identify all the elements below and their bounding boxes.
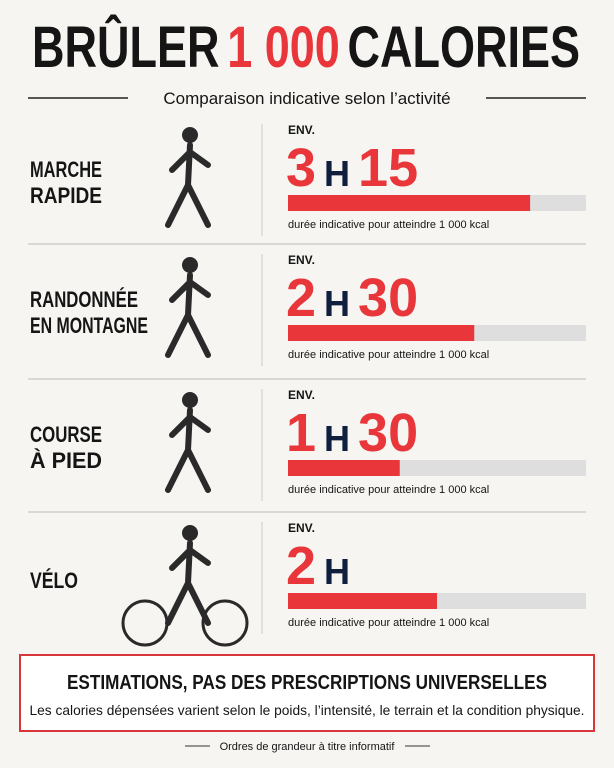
head xyxy=(182,127,198,143)
title: BRÛLER1 000CALORIES xyxy=(32,15,580,80)
hour-unit: H xyxy=(324,283,350,324)
warning-title: ESTIMATIONS, PAS DES PRESCRIPTIONS UNIVE… xyxy=(67,672,547,694)
illustration xyxy=(165,257,211,358)
body xyxy=(165,407,211,493)
title-part: 1 000 xyxy=(227,15,340,80)
hour-unit: H xyxy=(324,551,350,592)
activity-name: COURSE xyxy=(30,422,102,447)
minutes: 30 xyxy=(358,403,418,463)
prefix: ENV. xyxy=(288,253,315,267)
head xyxy=(182,257,198,273)
activity-name: VÉLO xyxy=(30,568,78,593)
wheel xyxy=(121,599,169,647)
illustration xyxy=(165,392,211,493)
illustration xyxy=(121,525,249,647)
minutes: 15 xyxy=(358,138,418,198)
head xyxy=(182,392,198,408)
bar xyxy=(288,195,531,211)
activity-name: À PIED xyxy=(30,448,102,473)
warning-box xyxy=(19,654,595,732)
activity-name: RAPIDE xyxy=(30,183,102,208)
warning-text: Les calories dépensées varient selon le … xyxy=(30,702,585,718)
footnote: Ordres de grandeur à titre informatif xyxy=(220,741,396,753)
activity-name: RANDONNÉE xyxy=(30,287,138,312)
body xyxy=(165,540,211,626)
body xyxy=(165,272,211,358)
subtitle: Comparaison indicative selon l’activité xyxy=(163,89,450,108)
note: durée indicative pour atteindre 1 000 kc… xyxy=(288,349,489,361)
duration: 3 H 15 xyxy=(286,138,418,198)
wheel xyxy=(201,599,249,647)
duration: 1 H 30 xyxy=(286,403,418,463)
note: durée indicative pour atteindre 1 000 kc… xyxy=(288,219,489,231)
hours: 1 xyxy=(286,403,316,463)
prefix: ENV. xyxy=(288,521,315,535)
head xyxy=(182,525,198,541)
minutes: 30 xyxy=(358,268,418,328)
hours: 2 xyxy=(286,268,316,328)
bar xyxy=(288,593,437,609)
bar xyxy=(288,460,400,476)
title-part: CALORIES xyxy=(348,15,580,80)
activity-name: MARCHE xyxy=(30,157,102,182)
prefix: ENV. xyxy=(288,123,315,137)
hour-unit: H xyxy=(324,418,350,459)
prefix: ENV. xyxy=(288,388,315,402)
bar xyxy=(288,325,475,341)
note: durée indicative pour atteindre 1 000 kc… xyxy=(288,484,489,496)
note: durée indicative pour atteindre 1 000 kc… xyxy=(288,617,489,629)
hours: 2 xyxy=(286,536,316,596)
hours: 3 xyxy=(286,138,316,198)
activity-name: EN MONTAGNE xyxy=(30,313,148,338)
hour-unit: H xyxy=(324,153,350,194)
illustration xyxy=(165,127,211,228)
title-part: BRÛLER xyxy=(32,15,219,80)
body xyxy=(165,142,211,228)
duration: 2 H 30 xyxy=(286,268,418,328)
